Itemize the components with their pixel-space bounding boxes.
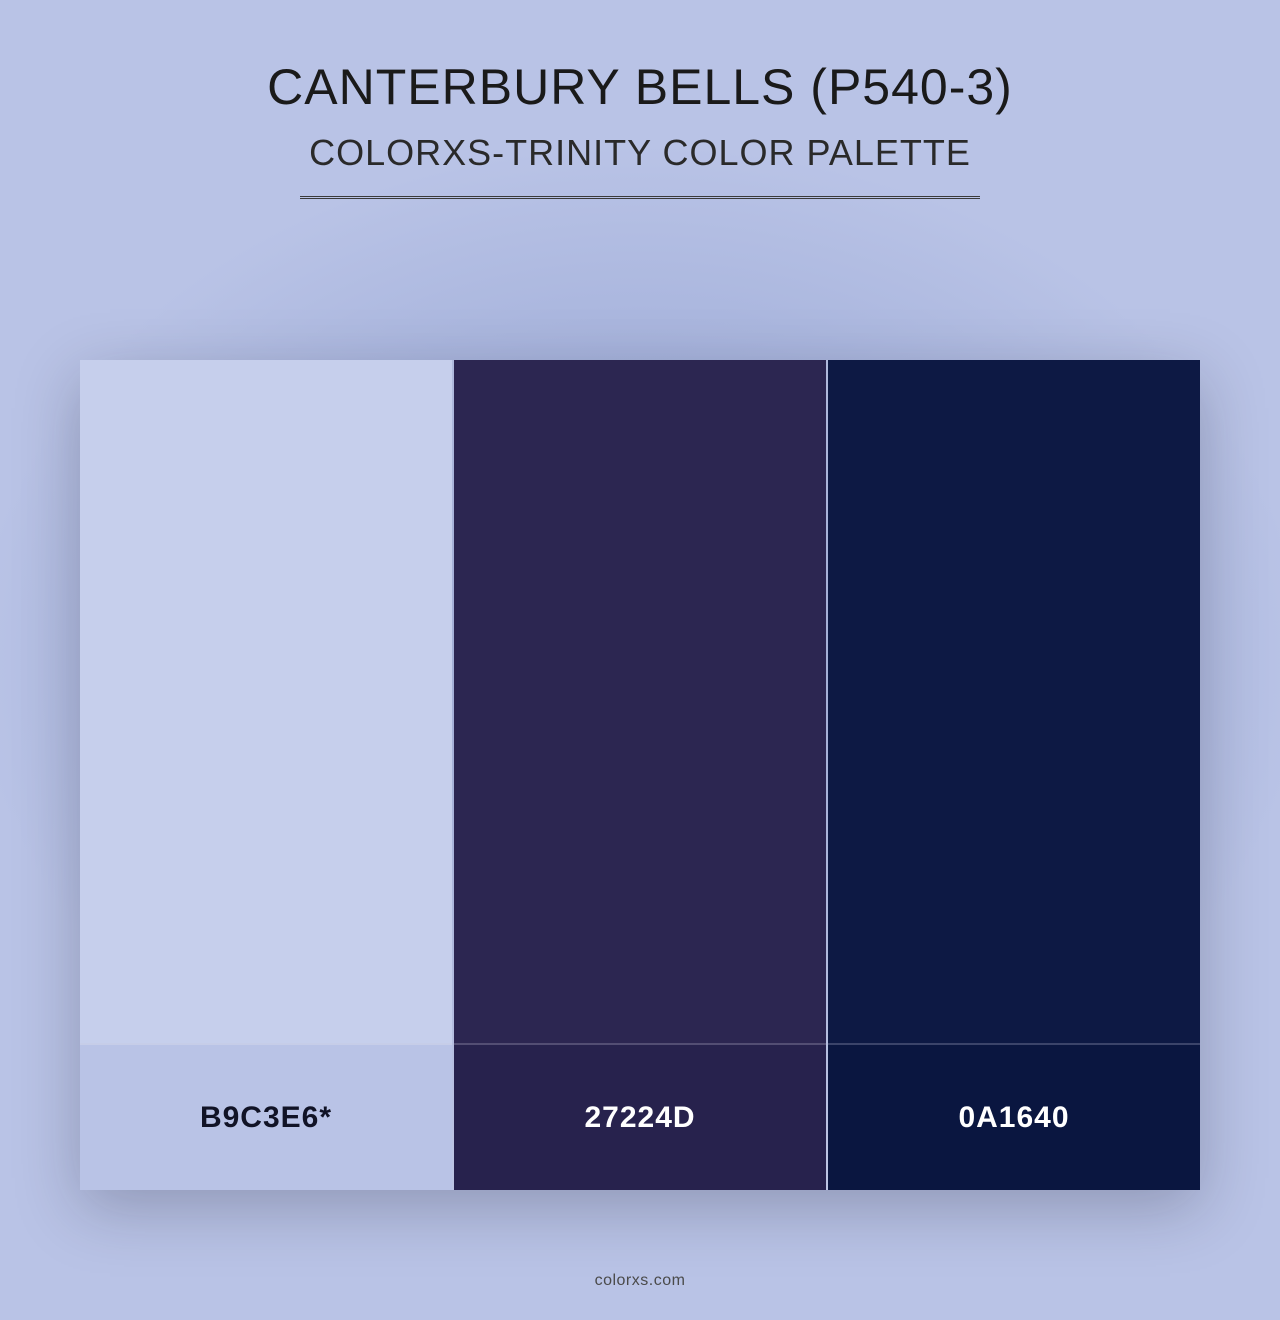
page-title: CANTERBURY BELLS (P540-3) <box>0 58 1280 116</box>
palette-column: 27224D <box>454 360 828 1190</box>
color-swatch <box>828 360 1200 1045</box>
palette-column: B9C3E6* <box>80 360 454 1190</box>
palette-column: 0A1640 <box>828 360 1200 1190</box>
page-subtitle: COLORXS-TRINITY COLOR PALETTE <box>0 132 1280 174</box>
color-hex-label: 0A1640 <box>828 1045 1200 1190</box>
color-swatch <box>80 360 452 1045</box>
header: CANTERBURY BELLS (P540-3) COLORXS-TRINIT… <box>0 0 1280 199</box>
page-background: CANTERBURY BELLS (P540-3) COLORXS-TRINIT… <box>0 0 1280 1320</box>
palette-container: B9C3E6* 27224D 0A1640 <box>80 360 1200 1190</box>
color-hex-label: 27224D <box>454 1045 826 1190</box>
header-divider <box>300 196 980 199</box>
footer-attribution: colorxs.com <box>0 1272 1280 1290</box>
color-swatch <box>454 360 826 1045</box>
color-hex-label: B9C3E6* <box>80 1045 452 1190</box>
